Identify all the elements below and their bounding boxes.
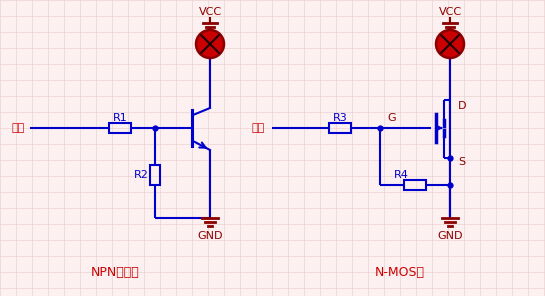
Text: R1: R1 [113,113,128,123]
Text: 輸入: 輸入 [11,123,25,133]
Text: VCC: VCC [438,7,462,17]
Text: S: S [458,157,465,167]
Bar [404,180,426,190]
Text: R4: R4 [393,170,408,180]
Text: NPN三極管: NPN三極管 [90,266,140,279]
Bar [109,123,131,133]
Text: R3: R3 [332,113,347,123]
Ellipse shape [436,30,464,58]
Text: VCC: VCC [198,7,222,17]
Text: R2: R2 [134,170,148,180]
Text: 輸入: 輸入 [251,123,265,133]
Text: N-MOS管: N-MOS管 [375,266,425,279]
Ellipse shape [196,30,224,58]
Text: D: D [458,101,467,111]
Text: GND: GND [197,231,223,241]
Text: G: G [387,113,396,123]
Bar [150,165,160,185]
Bar [329,123,351,133]
Text: GND: GND [437,231,463,241]
